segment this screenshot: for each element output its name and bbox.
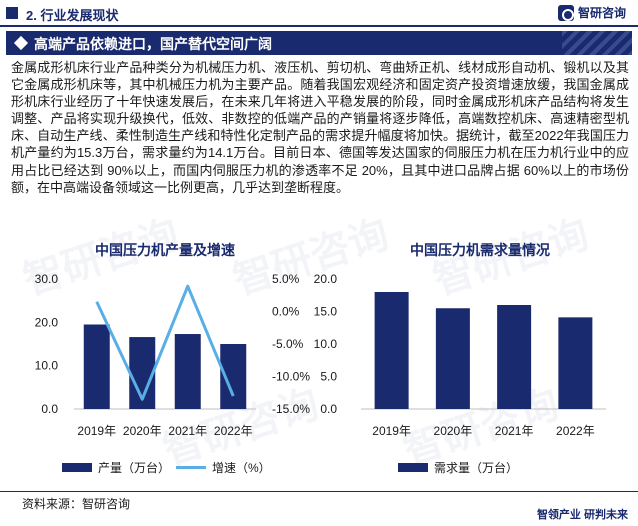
y-right-tick-label: -10.0% — [272, 370, 310, 384]
legend-bar-label: 产量（万台） — [98, 461, 171, 475]
x-tick-label: 2021年 — [168, 424, 207, 438]
brand-logo-icon — [557, 4, 574, 21]
y-left-tick-label: 0.0 — [320, 402, 337, 416]
section-banner: 高端产品依赖进口，国产替代空间广阔 — [6, 31, 632, 55]
chart-right-title: 中国压力机需求量情况 — [410, 242, 550, 258]
banner-stripes — [562, 31, 632, 55]
legend-line-swatch — [176, 466, 206, 469]
y-right-tick-label: 5.0% — [272, 272, 300, 286]
y-left-tick-label: 15.0 — [314, 305, 338, 319]
bar — [174, 334, 201, 409]
bar — [374, 292, 409, 409]
legend-bar-swatch — [398, 463, 428, 472]
body-paragraph: 金属成形机床行业产品种类分为机械压力机、液压机、剪切机、弯曲矫正机、线材成形自动… — [11, 60, 629, 195]
x-tick-label: 2020年 — [434, 424, 473, 438]
footer-slogan: 智领产业 研判未来 — [536, 509, 628, 521]
x-tick-label: 2022年 — [214, 424, 253, 438]
x-tick-label: 2022年 — [556, 424, 595, 438]
bar — [497, 305, 532, 409]
y-right-tick-label: -5.0% — [272, 337, 304, 351]
body-paragraph-container: 金属成形机床行业产品种类分为机械压力机、液压机、剪切机、弯曲矫正机、线材成形自动… — [11, 59, 629, 196]
chart-left-legend-bar: 产量（万台） — [62, 459, 170, 476]
growth-line — [95, 284, 235, 401]
chart-left-title: 中国压力机产量及增速 — [95, 242, 235, 258]
bar — [435, 308, 470, 409]
y-left-tick-label: 20.0 — [314, 272, 338, 286]
y-left-tick-label: 30.0 — [35, 272, 59, 286]
y-left-tick-label: 5.0 — [320, 370, 337, 384]
top-header: 2. 行业发展现状 智研咨询 — [0, 0, 638, 27]
y-right-tick-label: 0.0% — [272, 305, 300, 319]
y-left-tick-label: 10.0 — [35, 359, 59, 373]
source-note: 资料来源：智研咨询 — [22, 497, 131, 511]
y-right-tick-label: -15.0% — [272, 402, 310, 416]
header-divider — [0, 25, 638, 27]
brand-name: 智研咨询 — [577, 6, 626, 20]
x-tick-label: 2019年 — [77, 424, 116, 438]
brand-logo: 智研咨询 — [557, 4, 626, 21]
x-tick-label: 2020年 — [123, 424, 162, 438]
legend-line-label: 增速（%） — [212, 461, 271, 475]
section-marker-icon — [6, 7, 18, 19]
banner-title: 高端产品依赖进口，国产替代空间广阔 — [34, 36, 272, 52]
legend-bar-label: 需求量（万台） — [434, 461, 519, 475]
chart-right-legend-bar: 需求量（万台） — [398, 459, 518, 476]
x-tick-label: 2019年 — [372, 424, 411, 438]
y-left-tick-label: 20.0 — [35, 315, 59, 329]
x-tick-label: 2021年 — [495, 424, 534, 438]
legend-bar-swatch — [62, 463, 92, 472]
footer-divider — [0, 491, 638, 492]
chart-left-legend-line: 增速（%） — [176, 459, 271, 476]
section-title: 2. 行业发展现状 — [26, 8, 119, 23]
y-left-tick-label: 10.0 — [314, 337, 338, 351]
bar — [83, 324, 110, 409]
bar — [558, 317, 593, 409]
y-left-tick-label: 0.0 — [41, 402, 58, 416]
